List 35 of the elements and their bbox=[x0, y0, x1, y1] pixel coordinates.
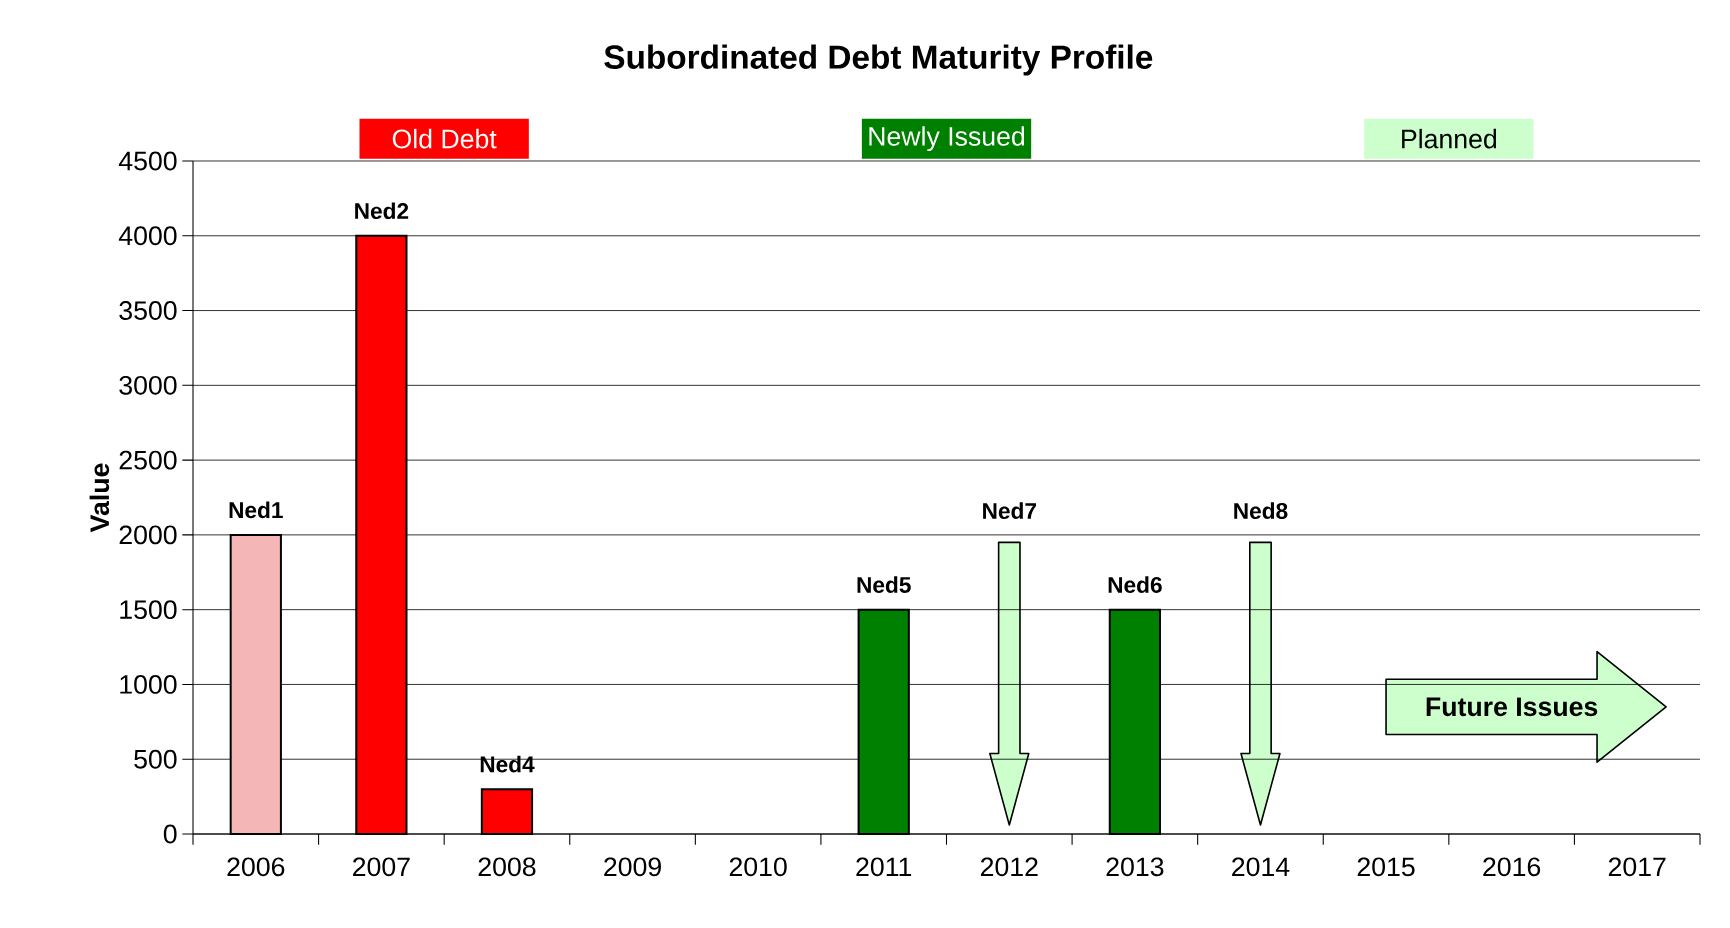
data-label: Ned6 bbox=[1108, 576, 1162, 593]
text: Planned bbox=[1402, 128, 1497, 149]
data-label: Ned4 bbox=[480, 755, 535, 773]
y-tick-label: 0 bbox=[163, 824, 177, 844]
x-tick-label: 2015 bbox=[1357, 857, 1415, 877]
annotation: Future Issues bbox=[1426, 697, 1598, 717]
y-tick-label: 4500 bbox=[118, 151, 177, 171]
data-label: Ned1 bbox=[229, 501, 283, 519]
text: Newly Issued bbox=[869, 126, 1025, 152]
y-tick-label: 2000 bbox=[119, 525, 177, 545]
x-tick-label: 2009 bbox=[604, 857, 661, 877]
x-tick-label: 2006 bbox=[227, 857, 285, 877]
x-tick-label: 2012 bbox=[980, 857, 1038, 877]
x-tick-label: 2011 bbox=[856, 857, 912, 877]
x-tick-label: 2016 bbox=[1483, 857, 1541, 877]
x-tick-label: 2007 bbox=[353, 857, 410, 877]
y-tick-label: 1000 bbox=[120, 675, 177, 694]
data-label: Ned5 bbox=[857, 576, 911, 593]
x-tick-label: 2017 bbox=[1608, 857, 1666, 877]
chart-title: Subordinated Debt Maturity Profile bbox=[604, 44, 1153, 76]
text: Old Debt bbox=[392, 128, 497, 149]
x-tick-label: 2014 bbox=[1232, 857, 1290, 877]
x-tick-label: 2010 bbox=[729, 857, 787, 877]
x-tick-label: 2013 bbox=[1106, 857, 1164, 877]
y-tick-label: 1500 bbox=[120, 600, 177, 620]
x-tick-label: 2008 bbox=[478, 857, 536, 877]
annotation: Ned8 bbox=[1234, 502, 1288, 519]
y-tick-label: 500 bbox=[134, 749, 177, 769]
data-label: Ned2 bbox=[355, 202, 409, 220]
y-tick-label: 3000 bbox=[119, 375, 177, 395]
annotation: Ned7 bbox=[983, 502, 1036, 519]
y-tick-label: 2500 bbox=[119, 450, 177, 470]
y-axis-title: Value bbox=[89, 463, 110, 533]
y-tick-label: 4000 bbox=[118, 226, 177, 246]
y-tick-label: 3500 bbox=[119, 301, 177, 320]
